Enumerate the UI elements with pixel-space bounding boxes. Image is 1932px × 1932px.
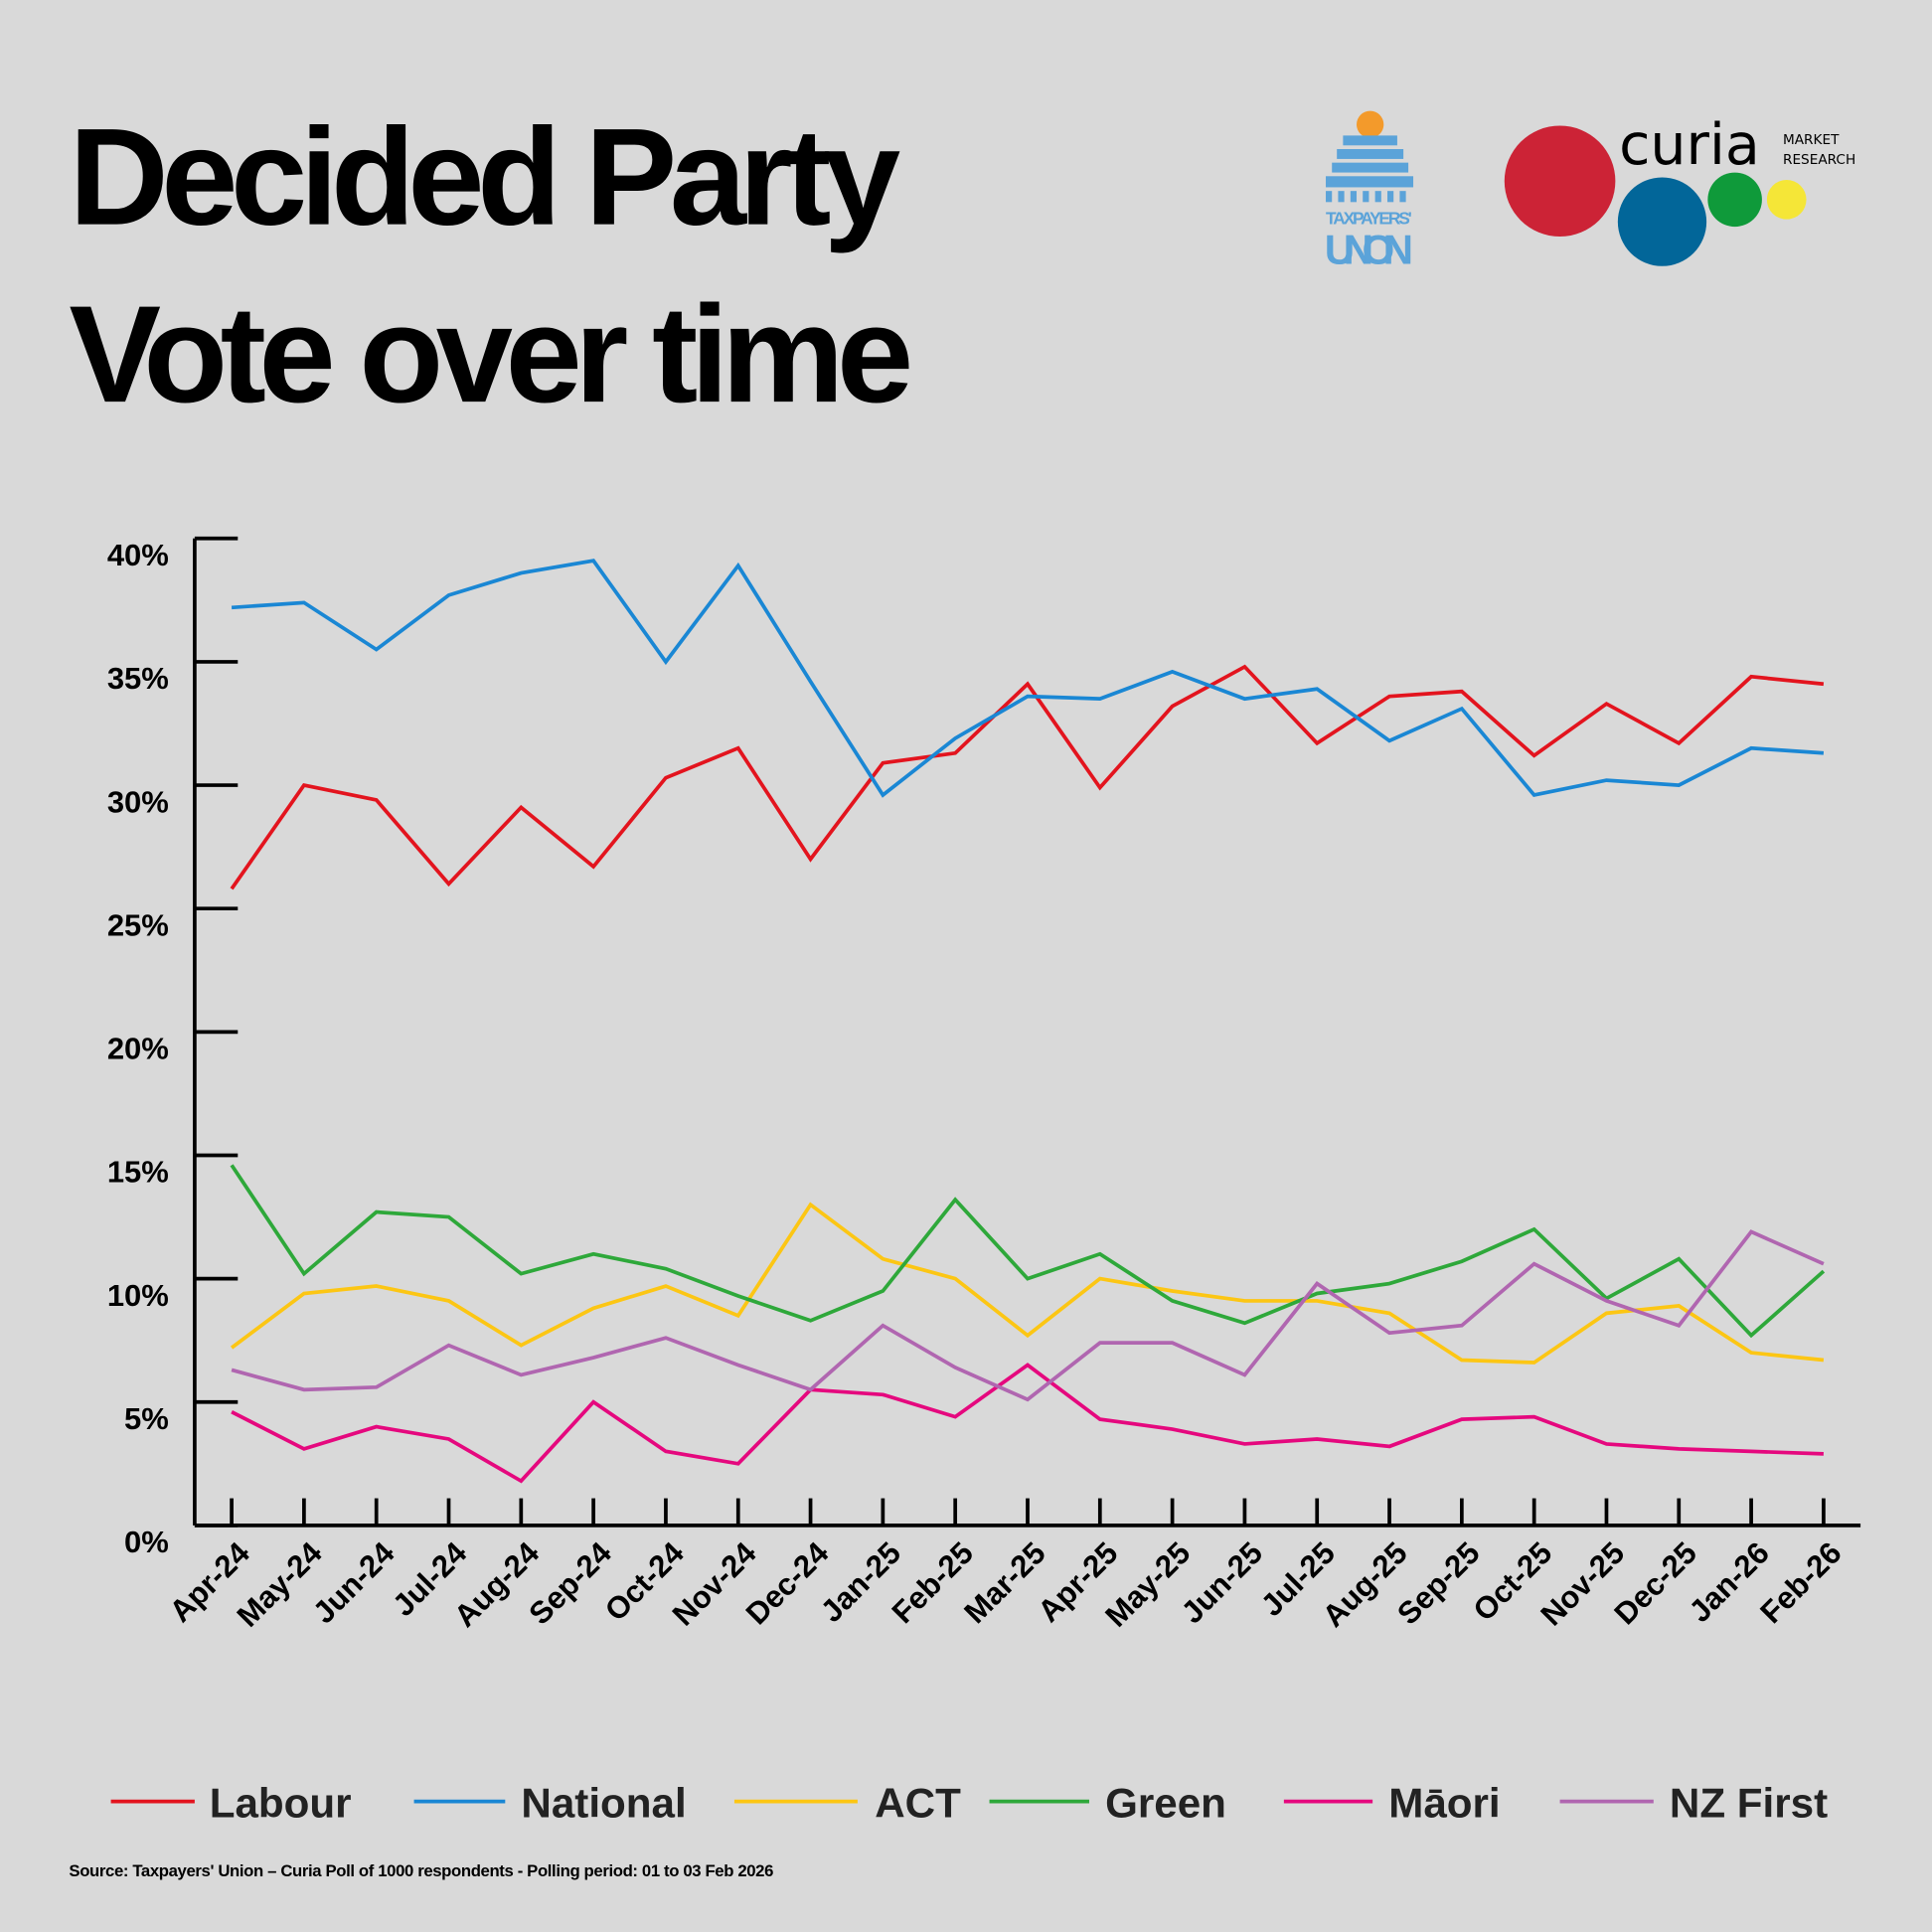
legend-item: National: [413, 1780, 687, 1827]
curia-logo: curia MARKET RESEARCH: [1504, 112, 1855, 266]
chart-title-line-2: Vote over time: [69, 277, 909, 431]
legend-label: Green: [1105, 1780, 1226, 1827]
legend-item: NZ First: [1559, 1780, 1828, 1827]
legend-label: National: [521, 1780, 686, 1827]
legend-label: Labour: [210, 1780, 352, 1827]
legend-item: ACT: [733, 1780, 961, 1827]
legend-item: Labour: [110, 1780, 352, 1827]
series-line-national: [231, 559, 1825, 798]
y-tick-label: 40%: [107, 538, 169, 572]
y-tick-label: 10%: [107, 1278, 169, 1313]
chart-title-line-1: Decided Party: [69, 100, 900, 254]
series-line-māori: [231, 1363, 1824, 1484]
legend-item: Māori: [1283, 1780, 1501, 1827]
svg-text:TAXPAYERS': TAXPAYERS': [1326, 209, 1412, 229]
svg-text:MARKET: MARKET: [1783, 132, 1840, 148]
series-line-labour: [230, 664, 1825, 890]
series-line-act: [230, 1202, 1825, 1365]
taxpayers-union-logo: TAXPAYERS' UNION: [1325, 110, 1413, 272]
y-tick-label: 30%: [107, 784, 169, 819]
svg-text:RESEARCH: RESEARCH: [1783, 152, 1855, 168]
legend-label: Māori: [1388, 1780, 1500, 1827]
legend: Labour National ACT Green Māori NZ First: [110, 1780, 1828, 1827]
y-tick-label: 25%: [107, 907, 169, 942]
y-tick-label: 15%: [107, 1155, 169, 1190]
source-note: Source: Taxpayers' Union – Curia Poll of…: [69, 1861, 773, 1880]
y-tick-label: 5%: [124, 1401, 169, 1436]
y-tick-label: 20%: [107, 1032, 169, 1066]
y-tick-label: 0%: [124, 1525, 169, 1559]
legend-label: NZ First: [1670, 1780, 1828, 1827]
series-line-green: [230, 1164, 1826, 1339]
series-line-nz-first: [231, 1229, 1825, 1402]
y-tick-label: 35%: [107, 661, 169, 696]
svg-text:UNION: UNION: [1325, 226, 1413, 272]
legend-label: ACT: [875, 1780, 961, 1827]
svg-text:curia: curia: [1619, 112, 1760, 178]
legend-item: Green: [989, 1780, 1226, 1827]
